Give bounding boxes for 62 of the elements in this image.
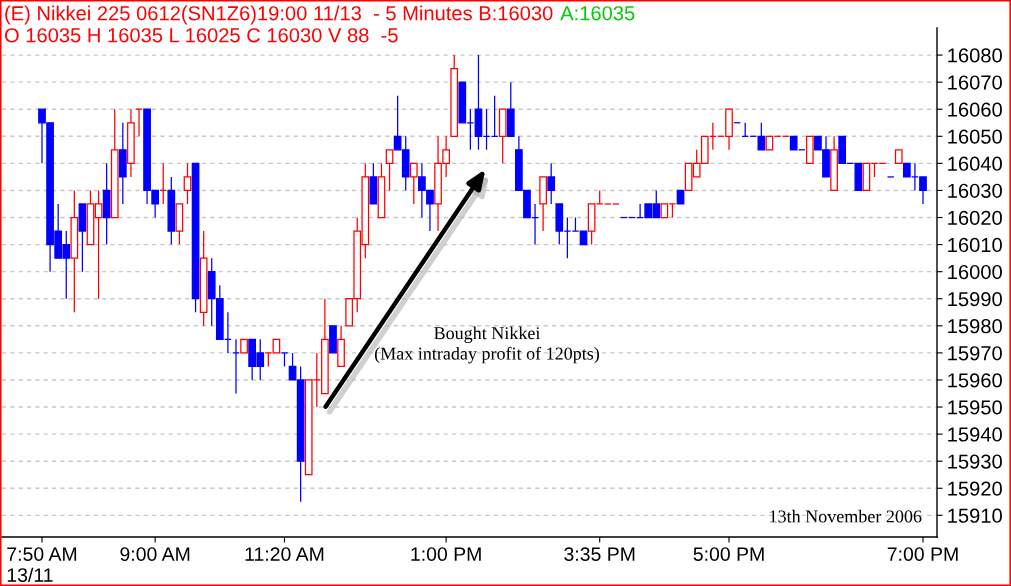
y-tick-label: 15950: [948, 400, 1002, 415]
y-tick-label: 15970: [948, 346, 1002, 361]
candlestick: [240, 338, 248, 354]
x-tick-label: 11:20 AM: [245, 547, 324, 561]
candlestick: [159, 162, 168, 205]
candlestick: [329, 325, 337, 354]
candlestick: [78, 203, 87, 273]
candlestick: [232, 338, 240, 395]
y-tick-label: 15990: [948, 291, 1002, 307]
candlestick: [547, 162, 556, 205]
y-tick-label: 15980: [948, 319, 1002, 334]
y-tick-label: 16040: [948, 156, 1002, 171]
candlestick: [110, 108, 119, 219]
candlestick: [191, 162, 200, 313]
candlestick: [183, 162, 192, 205]
x-tick-label: 3:35 PM: [564, 547, 635, 561]
candlestick: [167, 176, 176, 246]
candlestick: [805, 135, 814, 164]
candlestick: [894, 149, 903, 164]
candlestick: [369, 162, 378, 205]
x-tick-label: 5:00 PM: [693, 547, 764, 561]
y-tick-label: 16000: [948, 264, 1002, 280]
candlestick: [135, 108, 143, 137]
y-tick-label: 15920: [948, 481, 1002, 496]
x-tick-label: 1:00 PM: [411, 547, 481, 561]
chart-title: (E) Nikkei 225 0612(SN1Z6)19:00 11/13 - 5 Minutes B:16030: [5, 5, 553, 25]
candlestick: [337, 325, 345, 368]
x-tick-label: 7:00 PM: [887, 547, 958, 561]
candlestick: [175, 203, 184, 246]
annotation: 13th November 2006: [770, 509, 922, 523]
x-tick-label: 7:50 AM 13/11: [7, 547, 77, 582]
candlestick: [199, 230, 208, 327]
y-tick-label: 15910: [948, 508, 1002, 523]
candlestick: [102, 162, 111, 246]
candlestick: [450, 54, 459, 137]
candlestick: [70, 189, 79, 313]
candlestick: [498, 108, 507, 164]
candlestick: [741, 122, 750, 137]
y-tick-label: 16030: [948, 183, 1002, 198]
y-tick-label: 16070: [948, 75, 1002, 90]
x-tick-label: 9:00 AM: [120, 547, 190, 561]
y-tick-label: 16010: [948, 237, 1002, 253]
chart-subtitle: O 16035 H 16035 L 16025 C 16030 V 88 -5: [4, 28, 398, 43]
y-tick-label: 16080: [948, 48, 1002, 63]
candlestick: [506, 81, 515, 137]
candlestick: [127, 108, 135, 178]
candlestick: [118, 122, 127, 205]
y-tick-label: 16020: [948, 210, 1002, 226]
candlestick: [539, 176, 547, 232]
y-tick-label: 16060: [948, 102, 1002, 117]
y-tick-label: 16050: [948, 129, 1002, 144]
candlestick: [377, 162, 386, 219]
candlestick: [385, 149, 394, 192]
candlestick: [830, 135, 838, 192]
candlestick: [280, 352, 289, 368]
y-tick-label: 15930: [948, 454, 1002, 469]
y-tick-label: 15960: [948, 373, 1002, 388]
annotation: Bought Nikkei (Max intraday profit of 120pts): [374, 326, 600, 364]
candlestick: [676, 189, 685, 205]
candlestick: [409, 162, 418, 205]
text: A:16035: [560, 6, 635, 21]
y-tick-label: 15940: [948, 427, 1002, 442]
